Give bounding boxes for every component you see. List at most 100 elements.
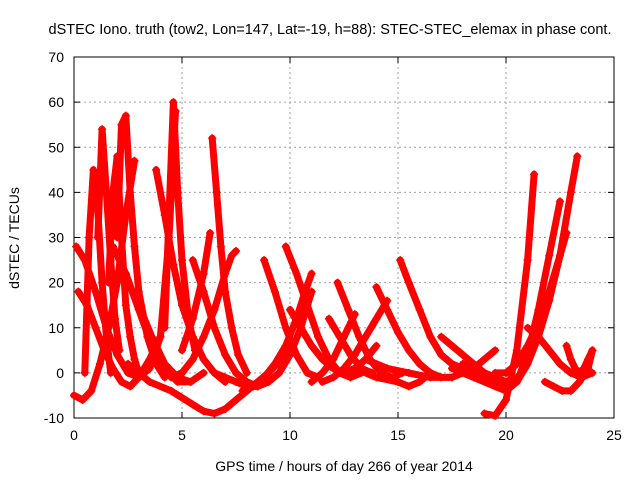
x-tick-label: 25 — [606, 427, 622, 443]
data-point — [227, 251, 236, 260]
data-point — [178, 346, 186, 355]
series-curve — [362, 346, 499, 381]
data-point — [281, 323, 290, 332]
data-point — [221, 404, 230, 413]
data-point — [545, 251, 554, 260]
data-point — [188, 355, 197, 364]
data-point — [404, 368, 413, 377]
data-point — [208, 134, 217, 143]
data-point — [93, 233, 102, 242]
axis-ticks: 0 5 10 15 20 25 -10 0 10 20 30 40 50 60 70 — [44, 49, 622, 443]
data-point — [394, 328, 402, 337]
data-point — [134, 301, 143, 310]
data-point — [113, 233, 122, 242]
data-point — [78, 395, 87, 404]
data-point — [216, 242, 225, 251]
data-point — [361, 332, 370, 341]
data-point — [124, 359, 132, 368]
data-point — [307, 377, 316, 386]
series-arc-31 — [480, 170, 539, 420]
data-point — [188, 314, 197, 323]
data-point — [588, 368, 597, 377]
data-point — [566, 368, 575, 377]
data-point — [199, 332, 208, 341]
data-point — [469, 359, 478, 368]
data-point — [178, 368, 186, 377]
data-point — [178, 256, 186, 265]
data-point — [549, 382, 558, 391]
data-point — [350, 364, 359, 373]
y-tick-label: 50 — [48, 139, 64, 155]
data-point — [232, 395, 240, 404]
data-point — [74, 287, 83, 296]
data-point — [329, 355, 338, 364]
data-point — [394, 377, 402, 386]
data-point — [238, 386, 247, 395]
data-point — [227, 323, 236, 332]
data-point — [199, 355, 208, 364]
data-point — [329, 373, 338, 382]
data-point — [156, 332, 165, 341]
data-point — [242, 368, 251, 377]
data-point — [303, 301, 312, 310]
data-point — [121, 269, 130, 278]
data-point — [124, 368, 132, 377]
data-point — [117, 120, 126, 129]
x-tick-label: 5 — [178, 427, 186, 443]
data-point — [121, 111, 130, 120]
data-point — [98, 125, 107, 134]
data-point — [480, 355, 489, 364]
data-point — [188, 400, 197, 409]
data-point — [335, 332, 344, 341]
data-point — [95, 359, 104, 368]
data-point — [534, 332, 543, 341]
data-point — [566, 386, 575, 395]
data-point — [307, 341, 316, 350]
data-point — [301, 287, 310, 296]
data-point — [260, 373, 269, 382]
data-point — [147, 332, 156, 341]
data-point — [556, 251, 564, 260]
data-point — [314, 332, 323, 341]
data-point — [87, 386, 96, 395]
data-point — [458, 359, 467, 368]
data-point — [80, 368, 89, 377]
grid — [74, 57, 614, 418]
data-point — [264, 377, 273, 386]
data-point — [232, 368, 240, 377]
data-point — [584, 355, 593, 364]
x-tick-label: 15 — [390, 427, 406, 443]
data-point — [523, 323, 532, 332]
data-point — [232, 377, 240, 386]
data-point — [556, 359, 564, 368]
data-point — [372, 314, 381, 323]
data-point — [491, 368, 500, 377]
data-point — [270, 359, 279, 368]
data-point — [579, 364, 588, 373]
data-point — [167, 386, 176, 395]
series-arc-29 — [350, 364, 435, 391]
data-point — [491, 411, 500, 420]
data-point — [448, 373, 456, 382]
data-point — [169, 260, 178, 269]
data-point — [210, 305, 219, 314]
data-point — [121, 301, 130, 310]
data-point — [404, 346, 413, 355]
data-point — [448, 341, 456, 350]
y-tick-label: -10 — [44, 410, 64, 426]
data-point — [186, 377, 195, 386]
data-point — [396, 256, 405, 265]
data-point — [333, 278, 342, 287]
data-point — [260, 256, 269, 265]
y-tick-label: 40 — [48, 184, 64, 200]
data-point — [512, 346, 521, 355]
data-point — [160, 323, 169, 332]
y-tick-label: 70 — [48, 49, 64, 65]
data-point — [324, 314, 333, 323]
data-point — [169, 98, 178, 107]
data-point — [415, 377, 424, 386]
data-point — [404, 278, 413, 287]
data-point — [361, 355, 370, 364]
data-point — [523, 341, 532, 350]
